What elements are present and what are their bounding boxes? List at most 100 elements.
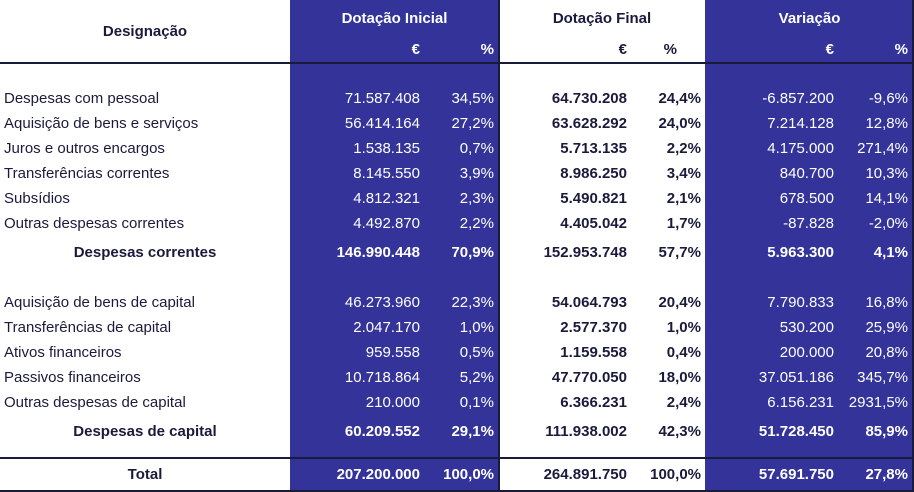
cell-fin-eur: 5.713.135 xyxy=(560,140,627,157)
cell-fin-pct: 42,3% xyxy=(658,423,701,440)
cell-var-eur: 678.500 xyxy=(779,190,834,207)
cell-var-pct: 25,9% xyxy=(865,319,908,336)
cell-ini-eur: 210.000 xyxy=(365,394,420,411)
row-label: Transferências correntes xyxy=(4,165,170,182)
row-label: Despesas de capital xyxy=(73,423,217,440)
cell-var-eur: 7.214.128 xyxy=(767,115,834,132)
cell-var-pct: -2,0% xyxy=(868,215,908,232)
cell-var-eur: 4.175.000 xyxy=(767,140,834,157)
cell-fin-pct: 1,0% xyxy=(666,319,701,336)
cell-ini-pct: 5,2% xyxy=(459,369,494,386)
cell-fin-eur: 8.986.250 xyxy=(560,165,627,182)
cell-fin-pct: 2,2% xyxy=(666,140,701,157)
cell-ini-pct: 27,2% xyxy=(451,115,494,132)
row-label: Aquisição de bens de capital xyxy=(4,294,195,311)
row-label: Despesas correntes xyxy=(73,244,217,261)
row-label: Subsídios xyxy=(4,190,70,207)
final-eur-header: € xyxy=(618,41,627,58)
cell-fin-pct: 2,4% xyxy=(666,394,701,411)
cell-var-pct: 85,9% xyxy=(865,423,908,440)
cell-fin-pct: 20,4% xyxy=(658,294,701,311)
cell-ini-pct: 100,0% xyxy=(443,466,494,483)
cell-fin-eur: 111.938.002 xyxy=(545,423,627,440)
cell-ini-eur: 71.587.408 xyxy=(344,90,420,107)
cell-var-eur: -6.857.200 xyxy=(762,90,834,107)
cell-fin-eur: 2.577.370 xyxy=(560,319,627,336)
cell-ini-pct: 22,3% xyxy=(451,294,494,311)
cell-var-eur: 51.728.450 xyxy=(758,423,834,440)
row-label: Total xyxy=(127,466,163,483)
cell-ini-eur: 4.492.870 xyxy=(353,215,420,232)
cell-ini-pct: 2,3% xyxy=(459,190,494,207)
cell-ini-eur: 959.558 xyxy=(365,344,420,361)
cell-var-eur: 840.700 xyxy=(779,165,834,182)
cell-var-eur: 57.691.750 xyxy=(758,466,834,483)
cell-var-pct: 14,1% xyxy=(865,190,908,207)
right-border xyxy=(912,0,914,492)
cell-fin-eur: 1.159.558 xyxy=(560,344,627,361)
cell-fin-eur: 152.953.748 xyxy=(543,244,627,261)
cell-var-eur: 200.000 xyxy=(779,344,834,361)
cell-var-eur: 37.051.186 xyxy=(758,369,834,386)
variation-band xyxy=(705,0,914,492)
initial-pct-header: % xyxy=(480,41,494,58)
cell-var-pct: 345,7% xyxy=(857,369,908,386)
cell-var-pct: 27,8% xyxy=(865,466,908,483)
row-label: Transferências de capital xyxy=(4,319,172,336)
cell-var-pct: 16,8% xyxy=(865,294,908,311)
cell-fin-eur: 4.405.042 xyxy=(560,215,627,232)
cell-fin-eur: 54.064.793 xyxy=(551,294,627,311)
cell-var-eur: -87.828 xyxy=(783,215,834,232)
variation-header: Variação xyxy=(778,10,841,27)
cell-fin-eur: 5.490.821 xyxy=(560,190,627,207)
cell-ini-pct: 3,9% xyxy=(459,165,494,182)
cell-ini-eur: 10.718.864 xyxy=(344,369,420,386)
initial-allocation-band xyxy=(290,0,499,492)
final-allocation-header: Dotação Final xyxy=(552,10,652,27)
cell-fin-pct: 100,0% xyxy=(650,466,701,483)
cell-ini-pct: 34,5% xyxy=(451,90,494,107)
cell-ini-eur: 2.047.170 xyxy=(353,319,420,336)
cell-var-eur: 5.963.300 xyxy=(767,244,834,261)
row-label: Aquisição de bens e serviços xyxy=(4,115,199,132)
cell-var-pct: 12,8% xyxy=(865,115,908,132)
cell-fin-pct: 24,4% xyxy=(658,90,701,107)
row-label: Despesas com pessoal xyxy=(4,90,160,107)
cell-var-pct: 20,8% xyxy=(865,344,908,361)
cell-ini-pct: 70,9% xyxy=(451,244,494,261)
cell-fin-pct: 24,0% xyxy=(658,115,701,132)
cell-ini-pct: 0,5% xyxy=(459,344,494,361)
cell-ini-eur: 1.538.135 xyxy=(353,140,420,157)
bottom-border xyxy=(0,490,914,492)
total-divider xyxy=(0,457,914,459)
cell-fin-pct: 0,4% xyxy=(666,344,701,361)
cell-var-eur: 530.200 xyxy=(779,319,834,336)
cell-var-pct: 2931,5% xyxy=(848,394,908,411)
cell-ini-pct: 29,1% xyxy=(451,423,494,440)
cell-fin-pct: 18,0% xyxy=(658,369,701,386)
cell-fin-eur: 64.730.208 xyxy=(551,90,627,107)
cell-fin-eur: 47.770.050 xyxy=(551,369,627,386)
cell-ini-eur: 4.812.321 xyxy=(353,190,420,207)
cell-ini-eur: 56.414.164 xyxy=(344,115,420,132)
cell-ini-eur: 46.273.960 xyxy=(344,294,420,311)
cell-var-pct: 10,3% xyxy=(865,165,908,182)
cell-fin-pct: 57,7% xyxy=(658,244,701,261)
cell-ini-eur: 146.990.448 xyxy=(336,244,420,261)
cell-ini-eur: 8.145.550 xyxy=(353,165,420,182)
cell-fin-pct: 1,7% xyxy=(666,215,701,232)
cell-fin-eur: 6.366.231 xyxy=(560,394,627,411)
cell-var-pct: 4,1% xyxy=(873,244,908,261)
cell-ini-pct: 0,1% xyxy=(459,394,494,411)
final-pct-header: % xyxy=(663,41,677,58)
row-label: Outras despesas de capital xyxy=(4,394,186,411)
cell-var-eur: 6.156.231 xyxy=(767,394,834,411)
cell-fin-pct: 2,1% xyxy=(666,190,701,207)
initial-final-divider xyxy=(498,0,500,492)
cell-ini-eur: 207.200.000 xyxy=(336,466,420,483)
cell-var-eur: 7.790.833 xyxy=(767,294,834,311)
variation-eur-header: € xyxy=(825,41,834,58)
row-label: Outras despesas correntes xyxy=(4,215,185,232)
cell-fin-eur: 63.628.292 xyxy=(551,115,627,132)
cell-fin-eur: 264.891.750 xyxy=(543,466,627,483)
